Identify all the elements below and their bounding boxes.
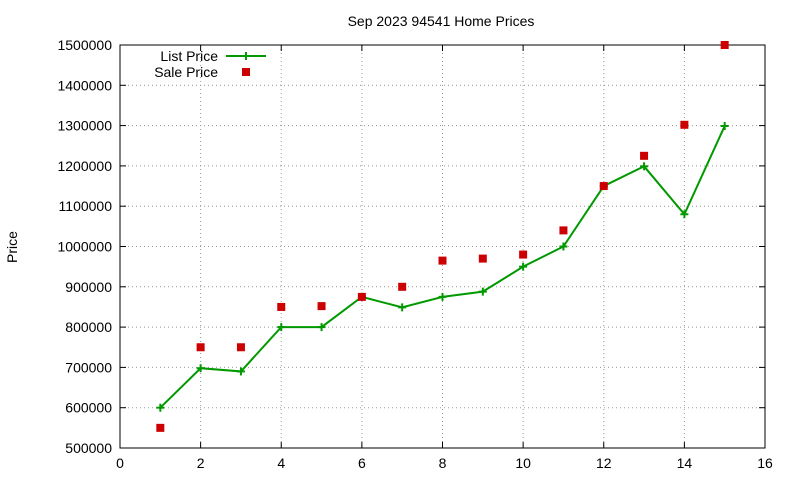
x-tick-label: 2	[197, 455, 205, 471]
list-price-point	[720, 122, 729, 131]
list-price-point	[398, 303, 407, 312]
sale-price-point	[236, 343, 245, 352]
list-price-point	[236, 367, 245, 376]
legend-label-sale-price: Sale Price	[154, 64, 218, 80]
y-tick-label: 500000	[65, 440, 112, 456]
x-tick-label: 12	[596, 455, 612, 471]
list-price-point	[317, 323, 326, 332]
sale-price-point	[680, 120, 689, 129]
grid	[120, 45, 765, 448]
x-tick-label: 4	[277, 455, 285, 471]
sale-price-point	[156, 423, 165, 432]
y-tick-label: 900000	[65, 279, 112, 295]
list-price-point	[680, 210, 689, 219]
tick-labels: 0 2 4 6 8 10 12 14 16 500000 600000 700000 800000 900…	[57, 37, 773, 471]
axes	[119, 44, 766, 449]
y-tick-label: 1100000	[59, 198, 113, 214]
y-tick-label: 1000000	[57, 239, 112, 255]
sale-price-point	[398, 282, 407, 291]
list-price-point	[277, 323, 286, 332]
y-tick-label: 1400000	[57, 77, 112, 93]
list-price-point	[196, 364, 205, 373]
x-tick-label: 16	[757, 455, 773, 471]
y-tick-label: 700000	[65, 359, 112, 375]
list-price-point	[519, 262, 528, 271]
y-tick-label: 1500000	[57, 37, 112, 53]
list-price-point	[640, 162, 649, 171]
sale-price-point	[599, 182, 608, 191]
sale-price-point	[478, 254, 487, 263]
series	[156, 41, 729, 432]
x-tick-label: 14	[677, 455, 693, 471]
list-price-point	[559, 242, 568, 251]
legend-label-list-price: List Price	[160, 48, 218, 64]
legend-swatch-sale-price	[242, 68, 250, 76]
sale-price-point	[519, 250, 528, 259]
sale-price-point	[559, 226, 568, 235]
list-price-point	[438, 292, 447, 301]
y-tick-label: 1200000	[57, 158, 112, 174]
y-axis-label: Price	[4, 231, 20, 263]
y-tick-label: 800000	[65, 319, 112, 335]
sale-price-point	[277, 302, 286, 311]
x-tick-label: 6	[358, 455, 366, 471]
legend-marker-list-price	[242, 52, 250, 60]
y-tick-label: 600000	[65, 400, 112, 416]
sale-price-point	[640, 151, 649, 160]
x-tick-label: 8	[439, 455, 447, 471]
chart-title: Sep 2023 94541 Home Prices	[348, 13, 535, 29]
x-tick-label: 10	[515, 455, 531, 471]
sale-price-point	[720, 41, 729, 49]
sale-price-point	[438, 256, 447, 265]
list-price-point	[156, 403, 165, 412]
x-tick-label: 0	[116, 455, 124, 471]
list-price-point	[478, 287, 487, 296]
sale-price-point	[196, 343, 205, 352]
y-tick-label: 1300000	[57, 118, 112, 134]
sale-price-point	[317, 302, 326, 311]
sale-price-point	[357, 292, 366, 301]
